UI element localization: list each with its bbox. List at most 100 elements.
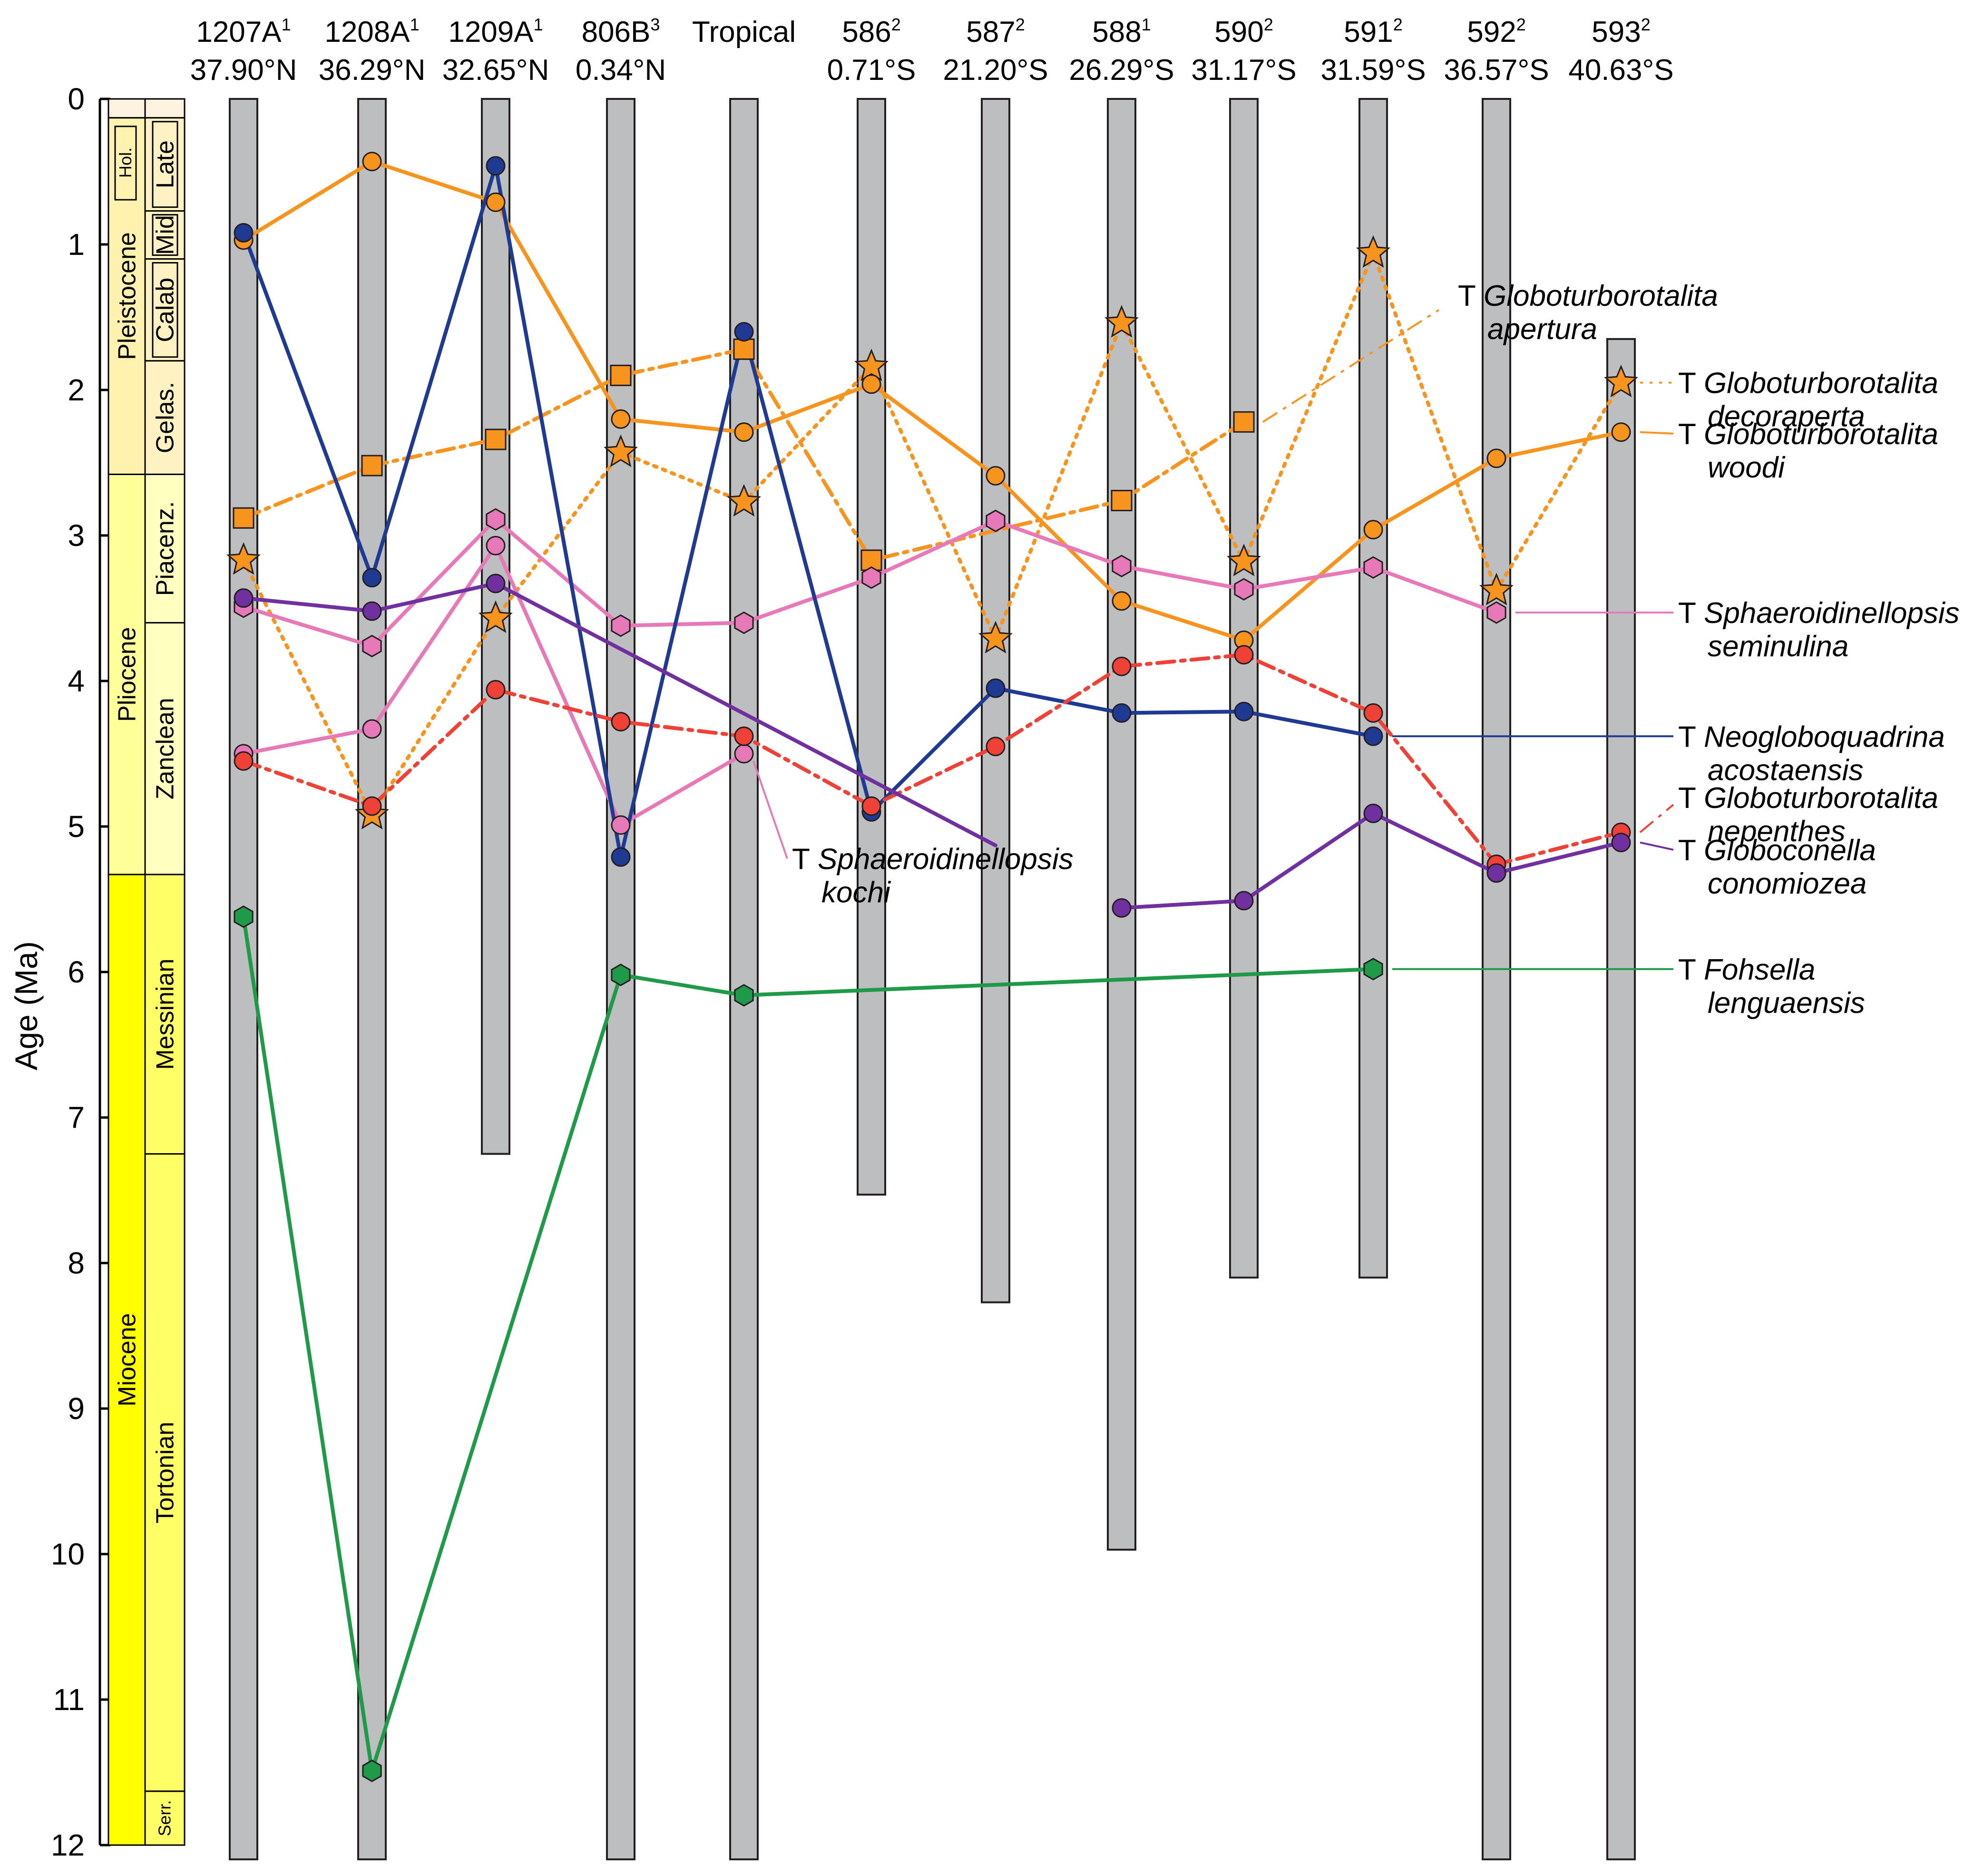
site-name: 5902 — [1214, 15, 1273, 49]
epoch-label: Miocene — [114, 1313, 141, 1407]
data-point-circle — [234, 588, 254, 608]
series-label: T Neogloboquadrina — [1678, 720, 1945, 753]
stage-box — [152, 214, 178, 256]
site-latitude: 36.57°S — [1444, 54, 1549, 87]
data-point-square — [361, 455, 383, 476]
data-point-circle — [234, 223, 254, 243]
data-point-circle — [861, 796, 881, 816]
series-label-line2: nepenthes — [1708, 815, 1846, 848]
site-column — [1482, 98, 1511, 1860]
y-axis-label: Age (Ma) — [9, 941, 44, 1070]
data-point-star — [1479, 573, 1514, 605]
data-point-circle — [486, 680, 506, 700]
data-point-circle — [362, 796, 382, 816]
series-label-line2: acostaensis — [1708, 754, 1863, 787]
data-point-square — [1233, 411, 1255, 433]
series-label-line2: woodi — [1708, 451, 1786, 484]
site-latitude: 37.90°N — [190, 54, 297, 87]
data-point-star — [1104, 305, 1139, 338]
series-line — [242, 347, 1246, 563]
stage-box — [152, 262, 178, 358]
data-point-circle — [611, 712, 631, 732]
site-latitude: 0.71°S — [827, 54, 916, 87]
site-headers: 1207A1 37.90°N 1208A1 36.29°N 1209A1 32.65°N 8… — [190, 15, 1674, 87]
site-column — [1229, 98, 1259, 1279]
site-latitude: 32.65°N — [442, 54, 549, 87]
site-column — [1358, 98, 1388, 1279]
label-leader — [1639, 804, 1674, 833]
datum-markers — [226, 152, 1639, 1782]
data-point-star — [1356, 235, 1391, 268]
series-label-line2: decoraperta — [1708, 400, 1865, 433]
y-tick-label: 11 — [53, 1682, 85, 1717]
site-latitude: 31.17°S — [1191, 54, 1296, 87]
site-latitude: 0.34°N — [576, 54, 666, 87]
data-point-circle — [1112, 898, 1132, 918]
data-point-circle — [861, 374, 881, 394]
data-point-circle — [611, 847, 631, 867]
data-point-circle — [234, 751, 254, 771]
data-point-circle — [1234, 701, 1254, 721]
data-point-circle — [1112, 703, 1132, 723]
label-leader — [1262, 309, 1440, 423]
site-name: 5912 — [1344, 15, 1402, 49]
y-tick-label: 7 — [68, 1100, 85, 1135]
data-point-star — [978, 621, 1013, 653]
site-name: 1207A1 — [196, 15, 291, 49]
data-point-square — [485, 428, 507, 450]
series-label: T Sphaeroidinellopsis — [792, 843, 1074, 875]
label-leader — [1640, 431, 1674, 435]
data-point-circle — [486, 573, 506, 593]
site-latitude: 31.59°S — [1320, 54, 1426, 87]
epoch-label: Pleistocene — [114, 232, 141, 360]
site-name: 806B3 — [582, 15, 660, 49]
data-point-star — [726, 484, 762, 517]
data-point-hexagon — [611, 614, 631, 637]
series-line — [242, 914, 1375, 1773]
site-latitude: 36.29°N — [319, 54, 426, 87]
label-leader — [752, 760, 788, 859]
stage-label: Tortonian — [152, 1422, 179, 1524]
data-point-circle — [1363, 726, 1383, 746]
site-name: 5932 — [1592, 15, 1650, 49]
site-name: 5862 — [842, 15, 900, 49]
y-tick-label: 3 — [68, 518, 85, 553]
stage-label: Mid — [152, 215, 179, 255]
site-column — [357, 98, 387, 1860]
epoch-label: Pliocene — [114, 627, 141, 721]
data-point-hexagon — [1112, 554, 1132, 578]
holocene-cell — [107, 98, 146, 119]
label-leader — [1640, 841, 1674, 851]
data-point-circle — [362, 568, 382, 588]
data-point-circle — [986, 737, 1006, 757]
data-point-circle — [486, 156, 506, 176]
data-point-circle — [1112, 656, 1132, 676]
site-columns — [229, 98, 1636, 1861]
stage-cell — [144, 1153, 186, 1792]
series-label-line2: seminulina — [1708, 630, 1848, 663]
site-column — [857, 98, 886, 1196]
y-tick-label: 6 — [68, 955, 85, 989]
series-line — [242, 164, 1375, 859]
site-column — [729, 98, 759, 1860]
data-point-circle — [611, 409, 631, 429]
y-tick-label: 5 — [68, 809, 85, 844]
series-label: T Sphaeroidinellopsis — [1678, 597, 1960, 630]
stage-cell — [144, 1790, 186, 1846]
data-point-circle — [1363, 520, 1383, 540]
series-label-line2: conomiozea — [1708, 867, 1867, 900]
data-point-circle — [1112, 591, 1132, 611]
data-point-star — [854, 349, 889, 381]
y-tick-label: 12 — [51, 1828, 85, 1862]
holocene-box — [114, 126, 137, 201]
stage-label: Piacenz. — [152, 501, 179, 596]
geologic-timescale: Pleistocene Pliocene Miocene Hol. Late Mid Cal… — [107, 98, 186, 1846]
data-point-circle — [734, 744, 754, 764]
data-point-star — [1603, 364, 1639, 398]
series-label: T Globoturborotalita — [1678, 418, 1938, 451]
data-point-circle — [1486, 448, 1506, 468]
site-latitude: 40.63°S — [1568, 54, 1673, 87]
site-column — [981, 98, 1010, 1303]
site-latitude: 21.20°S — [943, 54, 1048, 87]
